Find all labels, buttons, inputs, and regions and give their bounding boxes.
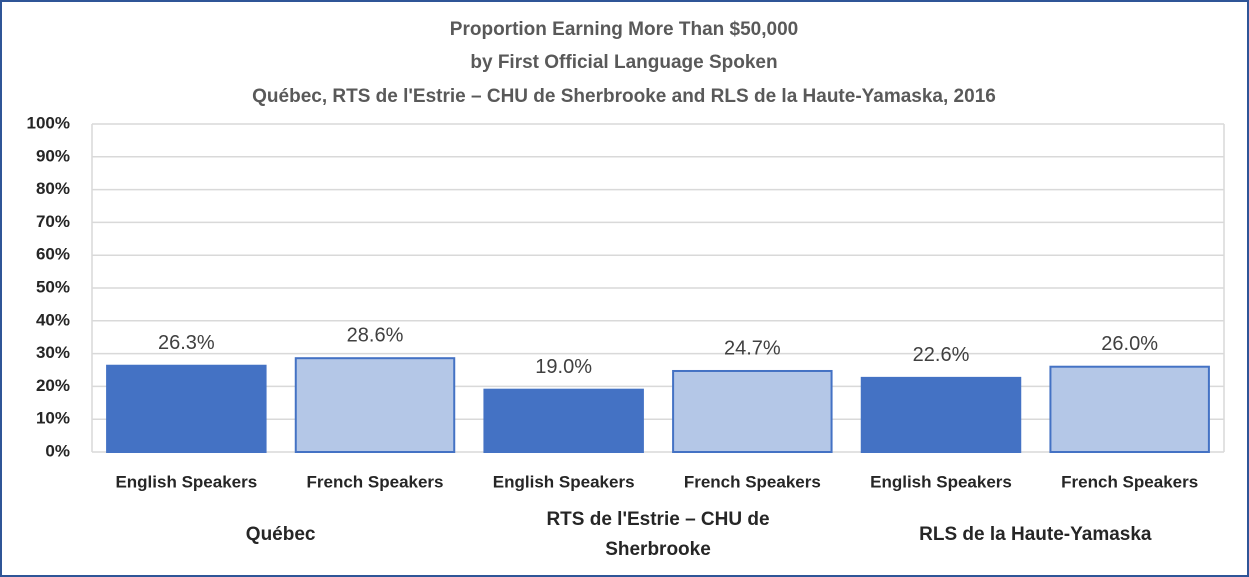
chart-title: Québec, RTS de l'Estrie – CHU de Sherbro… [252,86,996,107]
x-tick-label: English Speakers [115,472,257,491]
bar [294,357,456,453]
group-label: RTS de l'Estrie – CHU de Sherbrooke [546,509,770,560]
value-label: 19.0% [535,356,592,378]
bar [483,388,644,453]
value-label: 24.7% [724,337,781,359]
x-tick-label: English Speakers [493,472,635,491]
value-label: 28.6% [347,324,404,346]
chart-title: Proportion Earning More Than $50,000 [450,19,798,40]
bar [106,364,267,453]
y-tick-label: 70% [36,212,70,231]
y-tick-label: 20% [36,376,70,395]
y-tick-label: 0% [45,441,70,460]
group-label: RLS de la Haute-Yamaska [919,524,1152,545]
x-tick-label: English Speakers [870,472,1012,491]
y-tick-label: 50% [36,277,70,296]
x-tick-label: French Speakers [684,472,821,491]
bar [1049,365,1210,453]
y-tick-label: 30% [36,343,70,362]
bar [672,369,833,454]
y-tick-label: 10% [36,409,70,428]
group-label: Québec [245,524,316,545]
y-tick-label: 90% [36,146,70,165]
chart-title: by First Official Language Spoken [470,52,777,73]
value-label: 26.0% [1101,333,1158,355]
bar [860,376,1022,454]
value-label: 26.3% [158,332,215,354]
x-tick-label: French Speakers [1061,472,1198,491]
y-tick-label: 60% [36,245,70,264]
value-label: 22.6% [913,344,970,366]
y-tick-label: 40% [36,310,70,329]
y-tick-label: 80% [36,179,70,198]
x-tick-label: French Speakers [306,472,443,491]
y-tick-label: 100% [27,113,70,132]
